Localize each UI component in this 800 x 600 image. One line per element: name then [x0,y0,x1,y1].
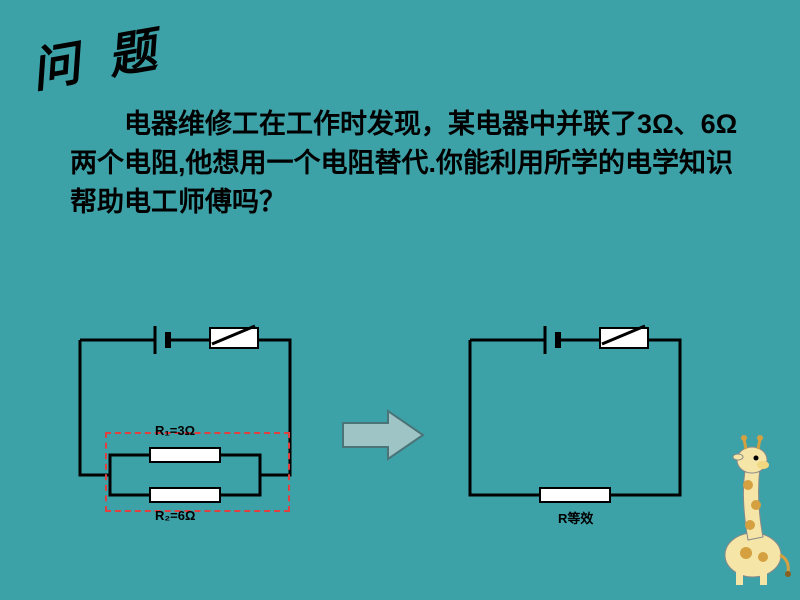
slide-title: 问 题 [25,9,168,101]
giraffe-icon [698,425,798,585]
transform-arrow [338,405,428,465]
giraffe-decoration [698,425,798,585]
problem-text: 电器维修工在工作时发现，某电器中并联了3Ω、6Ω两个电阻,他想用一个电阻替代.你… [70,105,740,222]
highlight-dashed-box [105,432,290,512]
r-eq-label: R等效 [558,508,593,527]
diagram-container: R₁=3Ω R₂=6Ω R等效 [0,310,800,580]
title-text: 问 题 [27,23,168,98]
circuit-right-svg [450,320,700,530]
r1-label: R₁=3Ω [155,423,195,438]
body-content: 电器维修工在工作时发现，某电器中并联了3Ω、6Ω两个电阻,他想用一个电阻替代.你… [70,109,737,217]
arrow-icon [338,405,428,465]
r2-label: R₂=6Ω [155,508,195,523]
circuit-right [450,320,700,530]
